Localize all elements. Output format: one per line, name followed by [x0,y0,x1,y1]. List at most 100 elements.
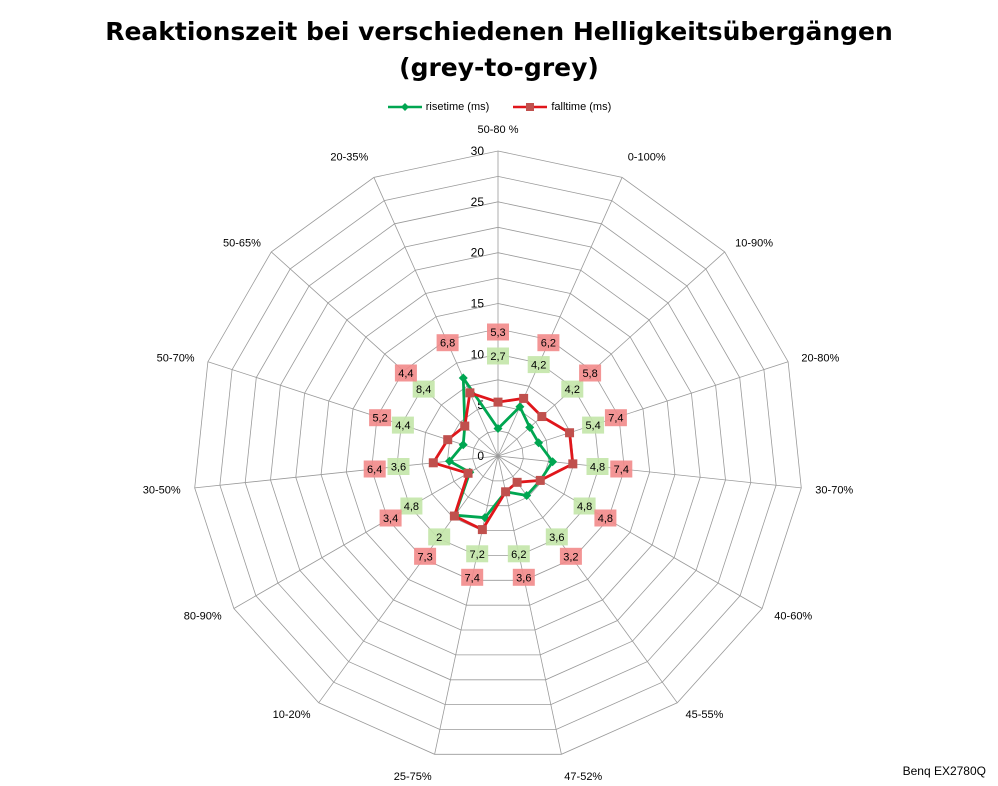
risetime-point [444,456,454,466]
risetime-data-label: 4,8 [404,501,419,513]
legend-item-risetime: risetime (ms) [387,101,490,113]
category-label: 25-75% [394,771,432,783]
grid-ring [219,175,777,730]
falltime-point [535,475,545,485]
falltime-label-box [379,509,402,527]
falltime-label-box [537,334,560,352]
falltime-label-box [414,547,437,565]
falltime-data-label: 6,2 [541,338,556,350]
grid-ring [270,226,726,681]
grid-ring [244,201,752,705]
risetime-point [525,422,535,432]
series-line-falltime [431,391,575,531]
falltime-data-label: 3,4 [383,513,398,525]
radial-tick-label: 0 [477,449,484,463]
risetime-label-box [507,545,530,563]
falltime-data-label: 3,2 [563,551,578,563]
risetime-label-box [586,458,609,475]
grid-ring [421,379,575,531]
category-labels: 50-80 % 0-100% 10-90% 20-80% 30-70% 40-60% 45-… [143,124,854,783]
legend-swatch-falltime [513,103,548,111]
risetime-data-label: 4,4 [395,420,410,432]
risetime-data-label: 4,2 [565,384,580,396]
category-label: 10-20% [273,709,311,721]
falltime-data-label: 4,8 [598,513,613,525]
grid-ring [345,303,651,606]
falltime-point [428,458,438,468]
legend-swatch-risetime [387,103,422,111]
risetime-label-box [527,356,550,374]
falltime-data-label: 7,4 [614,464,629,476]
risetime-point [458,440,468,450]
series-layer [428,373,578,535]
radial-tick-label: 15 [471,297,485,311]
falltime-label-box [512,568,535,586]
falltime-label-box [363,460,386,478]
falltime-label-box [559,547,582,565]
grid-spoke [233,455,499,609]
risetime-data-label: 3,6 [549,532,564,544]
falltime-label-box [579,364,602,382]
risetime-label-box [466,545,489,563]
data-labels: 2,74,24,25,44,84,83,66,27,224,83,64,48,4… [363,323,633,586]
risetime-label-box [573,497,596,515]
chart-title: Reaktionszeit bei verschiedenen Helligke… [0,14,998,86]
risetime-label-box [428,528,451,546]
radial-tick-label: 20 [471,246,485,260]
radial-tick-label: 25 [471,195,485,209]
chart-title-line-2: (grey-to-grey) [399,53,599,82]
falltime-point [460,421,470,431]
grid-spoke [318,455,499,704]
category-label: 0-100% [628,152,666,164]
category-label: 45-55% [686,709,724,721]
falltime-label-box [487,323,509,341]
risetime-data-label: 2 [436,532,442,544]
grid-spoke [434,455,499,755]
falltime-point [465,388,475,398]
risetime-point [522,490,532,500]
grid-ring [320,277,676,631]
grid-ring [194,150,802,755]
falltime-point [463,468,473,478]
risetime-point [493,424,503,434]
falltime-point [565,428,575,438]
falltime-data-label: 5,3 [490,327,505,339]
falltime-data-label: 5,8 [582,368,597,380]
falltime-point [493,397,503,407]
falltime-data-label: 6,8 [440,338,455,350]
falltime-data-label: 7,4 [465,572,480,584]
risetime-point [534,438,544,448]
category-label: 80-90% [184,611,222,623]
falltime-data-label: 6,4 [367,464,382,476]
grid-ring [295,252,701,656]
falltime-point [568,459,578,469]
radial-tick-label: 30 [471,144,485,158]
risetime-point [458,373,468,383]
risetime-data-label: 4,8 [590,462,605,474]
falltime-point [519,393,529,403]
risetime-label-box [487,347,509,365]
risetime-data-label: 6,2 [511,549,526,561]
category-label: 40-60% [774,611,812,623]
grid-spoke [207,361,499,457]
falltime-label-box [610,460,633,478]
category-label: 50-80 % [478,124,519,136]
grid-spoke [497,361,789,457]
falltime-label-box [369,409,392,427]
grid-spoke [497,251,725,457]
falltime-point [477,525,487,535]
legend-label-risetime: risetime (ms) [425,101,490,113]
category-label: 50-70% [157,352,195,364]
falltime-data-label: 5,2 [372,413,387,425]
risetime-label-box [400,497,423,515]
source-label: Benq EX2780Q [902,764,986,778]
risetime-data-label: 5,4 [585,420,600,432]
category-label: 47-52% [564,771,602,783]
radial-tick-label: 10 [471,347,485,361]
falltime-data-label: 4,4 [398,368,413,380]
risetime-point [548,457,558,467]
legend: risetime (ms) falltime (ms) [0,101,998,115]
radar-grid [194,150,802,755]
